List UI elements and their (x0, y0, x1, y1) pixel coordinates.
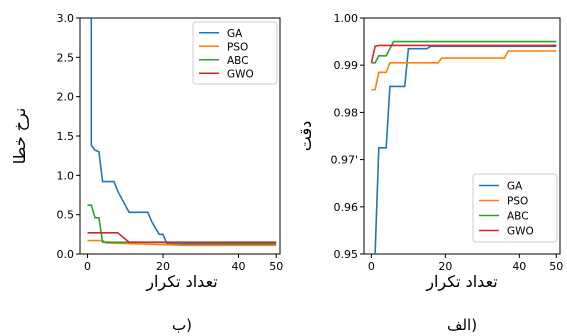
x-axis-label: تعداد تکرار (145, 272, 218, 292)
y-tick-label: 0.97' (330, 154, 358, 167)
series-line-gwo (370, 44, 557, 63)
legend: GA PSO ABC GWO (472, 173, 558, 243)
y-tick-label: 0.96 (334, 201, 359, 214)
y-axis-label: دقت (296, 121, 315, 151)
chart-caption: الف) (447, 316, 477, 334)
x-tick-label: 0 (84, 260, 91, 273)
legend-label: GA (507, 181, 523, 193)
y-tick-label: 0.0 (57, 248, 75, 261)
plot-frame (363, 17, 561, 255)
series-lines (370, 40, 557, 255)
legend-label: GWO (507, 226, 534, 238)
chart-accuracy: 0.95 0.96 0.97' 0.98 0.99 1.00 0 20 40 50 GA PSO A… (296, 12, 563, 334)
x-tick-label: 50 (549, 260, 563, 273)
x-tick-label: 40 (512, 260, 526, 273)
series-line-ga (374, 45, 557, 255)
legend-label: PSO (507, 196, 528, 208)
y-tick-label: 2.0 (57, 91, 75, 104)
chart-caption: ب) (172, 316, 192, 334)
x-ticks: 0 20 40 50 (84, 254, 283, 273)
legend-box (472, 173, 558, 243)
x-tick-label: 50 (269, 260, 283, 273)
series-line-abc (371, 40, 557, 64)
y-tick-label: 1.00 (334, 12, 359, 25)
x-axis-label: تعداد تکرار (425, 272, 498, 292)
series-line-ga (90, 18, 277, 245)
legend-label: GA (227, 28, 243, 40)
x-tick-label: 20 (156, 260, 170, 273)
y-tick-label: 1.5 (57, 130, 75, 143)
x-tick-label: 0 (368, 260, 375, 273)
y-tick-label: 2.5 (57, 51, 75, 64)
y-axis-label: نرخ خطا (10, 108, 30, 165)
y-tick-label: 0.5 (57, 209, 75, 222)
y-ticks: 0.95 0.96 0.97' 0.98 0.99 1.00 (330, 12, 364, 261)
y-tick-label: 0.98 (334, 106, 359, 119)
series-lines (87, 18, 277, 247)
series-line-gwo (87, 232, 277, 243)
y-tick-label: 1.0 (57, 169, 75, 182)
series-line-pso (371, 50, 557, 91)
y-tick-label: 0.95 (334, 248, 359, 261)
x-tick-label: 40 (231, 260, 245, 273)
series-line-abc (87, 204, 277, 244)
legend-label: GWO (227, 68, 254, 80)
legend-box (192, 21, 278, 85)
x-ticks: 0 20 40 50 (368, 254, 563, 273)
legend-label: PSO (227, 41, 248, 53)
legend-label: ABC (227, 55, 249, 67)
legend-label: ABC (507, 211, 529, 223)
y-tick-label: 3.0 (57, 12, 75, 25)
y-ticks: 0.0 0.5 1.0 1.5 2.0 2.5 3.0 (57, 12, 80, 261)
y-tick-label: 0.99 (334, 59, 359, 72)
x-tick-label: 20 (438, 260, 452, 273)
